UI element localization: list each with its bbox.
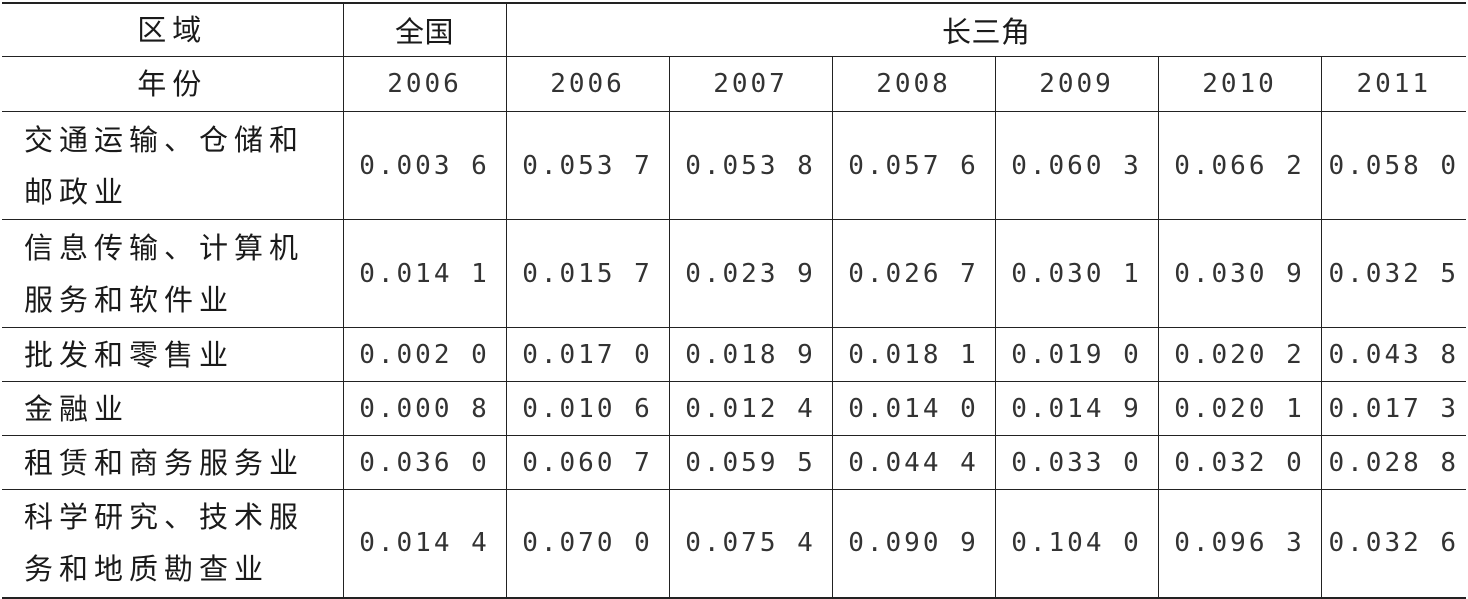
year-cell: 2010 [1157, 56, 1322, 112]
yrd-header: 长三角 [505, 2, 1467, 57]
national-header: 全国 [342, 2, 507, 57]
value-cell: 0.020 1 [1157, 381, 1322, 436]
row-label: 科学研究、技术服务和地质勘查业 [2, 489, 344, 598]
year-cell: 2007 [668, 56, 833, 112]
value-cell: 0.059 5 [668, 435, 833, 490]
table-row: 交通运输、仓储和邮政业 0.003 6 0.053 7 0.053 8 0.05… [2, 111, 1467, 220]
table-row: 金融业 0.000 8 0.010 6 0.012 4 0.014 0 0.01… [2, 381, 1467, 436]
value-cell: 0.032 6 [1320, 489, 1467, 598]
value-cell: 0.014 9 [994, 381, 1159, 436]
header-row-region: 区域 全国 长三角 [2, 2, 1467, 57]
year-cell: 2009 [994, 56, 1159, 112]
value-cell: 0.030 1 [994, 219, 1159, 328]
value-cell: 0.017 3 [1320, 381, 1467, 436]
value-cell: 0.066 2 [1157, 111, 1322, 220]
value-cell: 0.015 7 [505, 219, 670, 328]
value-cell: 0.053 7 [505, 111, 670, 220]
table-row: 信息传输、计算机服务和软件业 0.014 1 0.015 7 0.023 9 0… [2, 219, 1467, 328]
row-label: 批发和零售业 [2, 327, 344, 382]
value-cell: 0.018 9 [668, 327, 833, 382]
value-cell: 0.017 0 [505, 327, 670, 382]
value-cell: 0.090 9 [831, 489, 996, 598]
value-cell: 0.030 9 [1157, 219, 1322, 328]
value-cell: 0.032 0 [1157, 435, 1322, 490]
value-cell: 0.060 7 [505, 435, 670, 490]
value-cell: 0.014 4 [342, 489, 507, 598]
value-cell: 0.019 0 [994, 327, 1159, 382]
row-label: 租赁和商务服务业 [2, 435, 344, 490]
year-cell: 2006 [505, 56, 670, 112]
value-cell: 0.003 6 [342, 111, 507, 220]
year-header: 年份 [2, 56, 344, 112]
value-cell: 0.023 9 [668, 219, 833, 328]
row-label: 信息传输、计算机服务和软件业 [2, 219, 344, 328]
value-cell: 0.104 0 [994, 489, 1159, 598]
year-cell: 2011 [1320, 56, 1467, 112]
value-cell: 0.060 3 [994, 111, 1159, 220]
value-cell: 0.070 0 [505, 489, 670, 598]
row-label: 交通运输、仓储和邮政业 [2, 111, 344, 220]
region-header: 区域 [2, 2, 344, 57]
value-cell: 0.018 1 [831, 327, 996, 382]
value-cell: 0.043 8 [1320, 327, 1467, 382]
value-cell: 0.014 1 [342, 219, 507, 328]
table-row: 批发和零售业 0.002 0 0.017 0 0.018 9 0.018 1 0… [2, 327, 1467, 382]
value-cell: 0.026 7 [831, 219, 996, 328]
table-row: 租赁和商务服务业 0.036 0 0.060 7 0.059 5 0.044 4… [2, 435, 1467, 490]
value-cell: 0.058 0 [1320, 111, 1467, 220]
year-cell: 2008 [831, 56, 996, 112]
header-row-year: 年份 2006 2006 2007 2008 2009 2010 2011 [2, 56, 1467, 112]
value-cell: 0.057 6 [831, 111, 996, 220]
value-cell: 0.010 6 [505, 381, 670, 436]
value-cell: 0.014 0 [831, 381, 996, 436]
year-cell: 2006 [342, 56, 507, 112]
value-cell: 0.044 4 [831, 435, 996, 490]
value-cell: 0.000 8 [342, 381, 507, 436]
value-cell: 0.032 5 [1320, 219, 1467, 328]
value-cell: 0.028 8 [1320, 435, 1467, 490]
value-cell: 0.020 2 [1157, 327, 1322, 382]
value-cell: 0.096 3 [1157, 489, 1322, 598]
value-cell: 0.053 8 [668, 111, 833, 220]
value-cell: 0.002 0 [342, 327, 507, 382]
table-row: 科学研究、技术服务和地质勘查业 0.014 4 0.070 0 0.075 4 … [2, 489, 1467, 598]
value-cell: 0.012 4 [668, 381, 833, 436]
row-label: 金融业 [2, 381, 344, 436]
value-cell: 0.075 4 [668, 489, 833, 598]
value-cell: 0.036 0 [342, 435, 507, 490]
value-cell: 0.033 0 [994, 435, 1159, 490]
